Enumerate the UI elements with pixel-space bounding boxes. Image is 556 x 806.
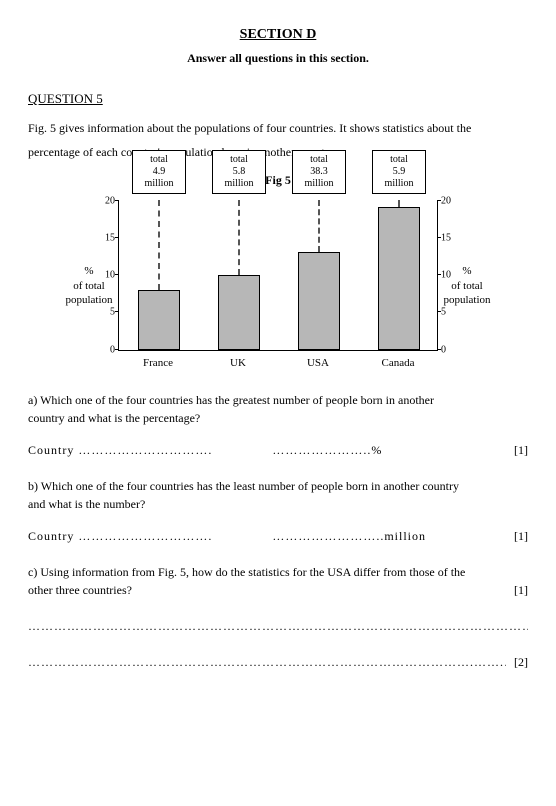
part-a-answer-row: Country …………………………. …………………..% [1] xyxy=(28,441,528,459)
bar-group: total5.9million xyxy=(359,200,439,350)
bar xyxy=(298,252,340,350)
total-box: total5.9million xyxy=(372,150,426,194)
part-a-country-field: Country …………………………. xyxy=(28,441,212,459)
y-tick-left: 15 xyxy=(105,230,119,245)
part-a-percent-field: …………………..% xyxy=(272,441,382,459)
dashed-line xyxy=(398,200,400,208)
x-axis-labels: FranceUKUSACanada xyxy=(118,351,438,372)
y-tick-left: 5 xyxy=(110,305,119,320)
part-c-marks-end: [2] xyxy=(514,653,528,671)
plot-area: 0055101015152020total4.9milliontotal5.8m… xyxy=(118,201,438,351)
x-axis-label: UK xyxy=(198,351,278,372)
dashed-line xyxy=(318,200,320,253)
bar xyxy=(138,290,180,350)
part-c-answer-line-2: ………………………………………………………………………………………….…….… xyxy=(28,653,506,671)
chart: %of totalpopulation 0055101015152020tota… xyxy=(28,201,528,372)
part-b-country-field: Country …………………………. xyxy=(28,527,212,545)
y-tick-right: 20 xyxy=(437,193,451,208)
intro-line-1: Fig. 5 gives information about the popul… xyxy=(28,119,528,137)
x-axis-label: Canada xyxy=(358,351,438,372)
total-box: total4.9million xyxy=(132,150,186,194)
bar-group: total4.9million xyxy=(119,200,199,350)
part-a-line2: country and what is the percentage? xyxy=(28,409,528,427)
y-tick-left: 20 xyxy=(105,193,119,208)
part-b-answer-row: Country …………………………. ……………………..million [1… xyxy=(28,527,528,545)
y-tick-left: 10 xyxy=(105,268,119,283)
part-c-answer-line-1: ……………………………………………………………………………………………………… xyxy=(28,617,528,635)
x-axis-label: USA xyxy=(278,351,358,372)
part-a-line1: a) Which one of the four countries has t… xyxy=(28,391,528,409)
part-b-marks: [1] xyxy=(514,527,528,545)
intro-line-2: percentage of each country's population … xyxy=(28,143,528,161)
part-c-marks-inline: [1] xyxy=(514,581,528,599)
x-axis-label: France xyxy=(118,351,198,372)
figure-label: Fig 5 xyxy=(28,171,528,189)
bar-group: total38.3million xyxy=(279,200,359,350)
section-subtitle: Answer all questions in this section. xyxy=(28,49,528,67)
part-c-line1: c) Using information from Fig. 5, how do… xyxy=(28,563,528,581)
y-tick-right: 10 xyxy=(437,268,451,283)
bar xyxy=(378,207,420,350)
total-box: total38.3million xyxy=(292,150,346,194)
section-title: SECTION D xyxy=(28,24,528,45)
part-b: b) Which one of the four countries has t… xyxy=(28,477,528,513)
part-a: a) Which one of the four countries has t… xyxy=(28,391,528,427)
question-title: QUESTION 5 xyxy=(28,89,528,109)
part-c-line2: other three countries? xyxy=(28,581,132,599)
part-a-marks: [1] xyxy=(514,441,528,459)
y-tick-right: 15 xyxy=(437,230,451,245)
dashed-line xyxy=(158,200,160,290)
bar-group: total5.8million xyxy=(199,200,279,350)
part-b-line2: and what is the number? xyxy=(28,495,528,513)
part-b-line1: b) Which one of the four countries has t… xyxy=(28,477,528,495)
part-c: c) Using information from Fig. 5, how do… xyxy=(28,563,528,599)
bar xyxy=(218,275,260,350)
part-b-million-field: ……………………..million xyxy=(272,527,426,545)
total-box: total5.8million xyxy=(212,150,266,194)
dashed-line xyxy=(238,200,240,275)
y-tick-left: 0 xyxy=(110,342,119,357)
